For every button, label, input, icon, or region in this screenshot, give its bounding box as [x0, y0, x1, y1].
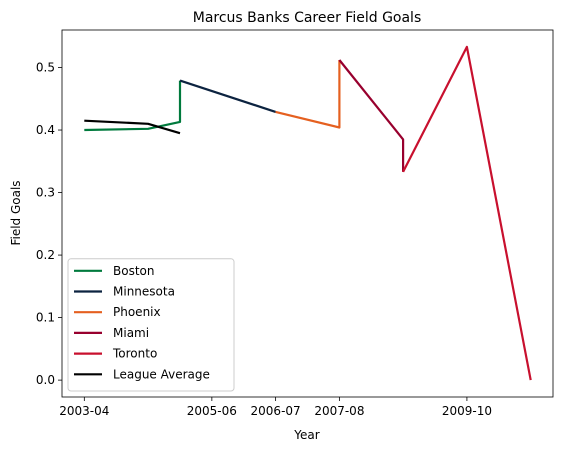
y-axis-ticks: 0.0 0.1 0.2 0.3 0.4 0.5: [36, 61, 62, 387]
legend-box: [67, 258, 235, 392]
x-tick-label: 2009-10: [442, 404, 492, 418]
y-tick-label: 0.0: [36, 373, 55, 387]
series-line-boston: [84, 80, 182, 132]
series-line-miami: [338, 59, 405, 172]
plot-frame: [61, 29, 554, 398]
series-line-minnesota: [179, 79, 276, 113]
y-axis-title: Field Goals: [9, 180, 23, 245]
series-line-toronto: [402, 45, 532, 381]
series-line-league-average: [84, 119, 181, 135]
x-tick-label: 2003-04: [59, 404, 109, 418]
legend-label: Boston: [113, 264, 154, 278]
x-tick-label: 2006-07: [251, 404, 301, 418]
chart-title: Marcus Banks Career Field Goals: [193, 10, 422, 26]
y-tick-label: 0.2: [36, 248, 55, 262]
legend: Boston Minnesota Phoenix Miami Toronto League…: [67, 258, 235, 392]
legend-label: Minnesota: [113, 285, 175, 299]
series-lines: [84, 45, 532, 381]
y-tick-label: 0.4: [36, 123, 55, 137]
legend-label: League Average: [113, 367, 210, 381]
legend-label: Toronto: [112, 347, 157, 361]
x-tick-label: 2005-06: [187, 404, 237, 418]
x-axis-ticks: 2003-04 2005-06 2006-07 2007-08 2009-10: [59, 397, 492, 418]
y-tick-label: 0.1: [36, 311, 55, 325]
series-line-phoenix: [275, 60, 341, 129]
legend-label: Phoenix: [113, 305, 161, 319]
y-tick-label: 0.3: [36, 186, 55, 200]
x-axis-title: Year: [293, 428, 319, 442]
y-tick-label: 0.5: [36, 61, 55, 75]
x-tick-label: 2007-08: [314, 404, 364, 418]
legend-label: Miami: [113, 326, 149, 340]
